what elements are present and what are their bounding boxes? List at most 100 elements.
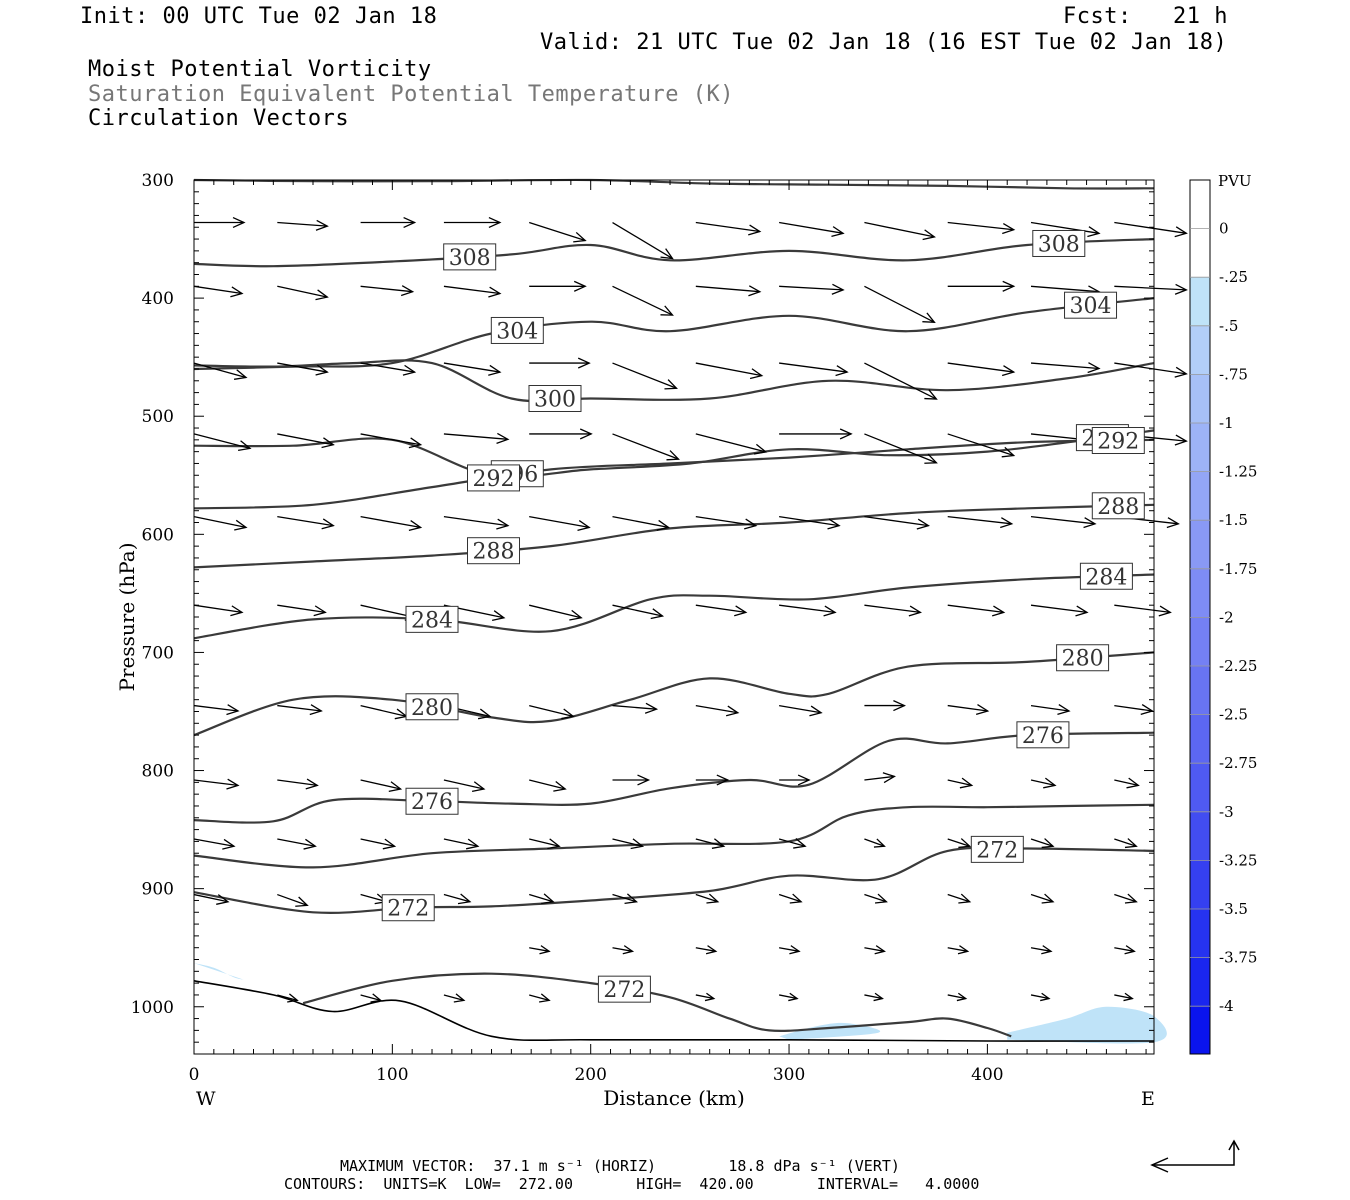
contour-label-272: 272 — [970, 835, 1024, 863]
svg-text:276: 276 — [411, 790, 453, 815]
wind-vector — [779, 362, 849, 377]
svg-text:288: 288 — [473, 540, 515, 565]
colorbar-level-label: -2 — [1219, 608, 1234, 626]
wind-vector — [193, 838, 236, 850]
wind-vector — [360, 838, 397, 850]
colorbar-swatch — [1190, 763, 1210, 812]
wind-vector — [695, 774, 730, 786]
forecast-hour: Fcst: 21 h — [1063, 4, 1228, 29]
contour-label-280: 280 — [1056, 644, 1110, 672]
x-tick-label: 100 — [376, 1065, 408, 1085]
colorbar-swatch — [1190, 374, 1210, 423]
wind-vector — [1114, 838, 1138, 849]
wind-vector — [193, 893, 230, 905]
wind-vector — [1114, 283, 1188, 295]
contour-288-10 — [193, 503, 1155, 569]
contour-312-0 — [193, 178, 1155, 190]
colorbar-level-label: -1 — [1219, 414, 1234, 432]
svg-text:304: 304 — [1070, 294, 1112, 319]
contour-label-272: 272 — [381, 894, 435, 922]
wind-vector — [612, 604, 665, 620]
colorbar-swatch — [1190, 957, 1210, 1007]
wind-vector — [1114, 992, 1134, 1002]
wind-vector — [360, 362, 417, 376]
wind-vector — [612, 774, 651, 786]
wind-vector — [947, 992, 968, 1002]
wind-vector — [612, 945, 635, 955]
wind-vector — [864, 838, 886, 848]
y-tick-label: 900 — [142, 880, 174, 900]
colorbar-swatch — [1190, 1006, 1210, 1054]
wind-vector — [1030, 515, 1097, 529]
wind-vector — [612, 362, 678, 390]
svg-text:280: 280 — [411, 696, 453, 721]
wind-vector — [779, 283, 845, 295]
wind-vector — [779, 704, 823, 717]
colorbar-level-label: -4 — [1219, 997, 1234, 1015]
wind-vector — [695, 604, 748, 617]
wind-vector — [612, 893, 639, 904]
wind-vector — [695, 221, 762, 236]
colorbar-level-label: -.5 — [1219, 317, 1238, 335]
contour-label-284: 284 — [1079, 562, 1133, 590]
x-tick-label: 0 — [189, 1065, 200, 1085]
axis-labels: Distance (km) Pressure (hPa) W E — [115, 543, 1155, 1110]
wind-vector — [947, 221, 1016, 235]
wind-vector — [360, 515, 423, 531]
colorbar-level-label: -1.25 — [1219, 463, 1257, 481]
wind-vector — [277, 362, 329, 376]
wind-vector — [443, 216, 502, 229]
east-label: E — [1141, 1088, 1155, 1110]
contour-label-308: 308 — [443, 243, 497, 271]
wind-vector — [1030, 777, 1057, 789]
wind-vector — [529, 604, 583, 621]
wind-vector — [778, 838, 807, 849]
colorbar-swatch — [1190, 277, 1210, 326]
colorbar-swatch — [1190, 471, 1210, 521]
contour-layer — [193, 178, 1155, 1038]
wind-vector — [778, 992, 799, 1002]
field-title-vectors: Circulation Vectors — [88, 106, 350, 131]
wind-vector — [193, 778, 240, 790]
svg-text:292: 292 — [473, 467, 515, 492]
vector-layer — [193, 216, 1188, 1003]
wind-vector — [864, 515, 930, 530]
wind-vector — [193, 285, 244, 298]
wind-vector — [864, 992, 884, 1002]
wind-vector — [1030, 604, 1089, 617]
contour-296-6 — [193, 429, 1155, 478]
wind-vector — [1114, 777, 1140, 789]
wind-vector — [443, 779, 486, 793]
contour-label-292: 292 — [467, 464, 521, 492]
wind-vector — [360, 993, 383, 1003]
svg-text:292: 292 — [1097, 430, 1139, 455]
wind-vector — [277, 604, 327, 617]
wind-vector — [864, 362, 938, 400]
colorbar-swatch — [1190, 811, 1210, 861]
wind-vector — [695, 992, 716, 1002]
colorbar-swatch — [1190, 423, 1210, 472]
wind-vector — [612, 838, 645, 850]
wind-vector — [360, 216, 417, 229]
pv-shade-2 — [1007, 1006, 1167, 1044]
colorbar-level-label: -3.5 — [1219, 900, 1248, 918]
field-title-mpv: Moist Potential Vorticity — [88, 57, 432, 82]
max-vector-note: MAXIMUM VECTOR: 37.1 m s⁻¹ (HORIZ) 18.8 … — [340, 1157, 900, 1175]
colorbar-swatch — [1190, 520, 1210, 569]
wind-vector — [193, 433, 252, 452]
colorbar-swatch — [1190, 325, 1210, 375]
svg-text:304: 304 — [496, 319, 538, 344]
contour-label-layer: 3083083043043002962962922922882882842842… — [381, 229, 1145, 1003]
contour-300-5 — [193, 359, 1155, 403]
wind-vector — [947, 604, 1006, 617]
wind-vector — [612, 515, 671, 531]
wind-vector — [1114, 362, 1188, 378]
pv-shading-layer — [194, 963, 1167, 1044]
wind-vector — [360, 285, 415, 297]
contour-label-272: 272 — [597, 975, 651, 1003]
wind-vector — [443, 515, 510, 530]
colorbar-swatch — [1190, 228, 1210, 278]
wind-vector — [779, 774, 811, 786]
wind-vector — [695, 838, 726, 849]
